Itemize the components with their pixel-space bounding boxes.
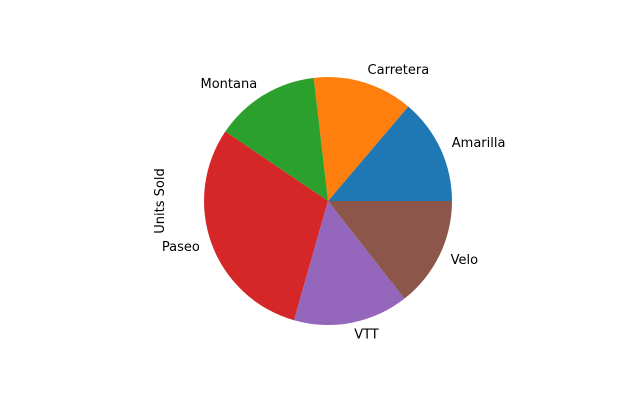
pie-slice-paseo xyxy=(204,131,328,321)
pie-label-montana: Montana xyxy=(200,77,257,92)
pie-slice-vtt xyxy=(294,201,405,325)
pie-slices xyxy=(204,76,452,325)
pie-slice-amarilla xyxy=(328,106,452,201)
pie-label-vtt: VTT xyxy=(354,327,379,342)
pie-slice-montana xyxy=(225,77,328,201)
y-axis-label: Units Sold xyxy=(153,168,168,233)
pie-label-amarilla: Amarilla xyxy=(452,136,506,151)
pie-label-carretera: Carretera xyxy=(368,63,430,78)
pie-slice-carretera xyxy=(313,76,409,201)
pie-label-velo: Velo xyxy=(451,253,478,268)
pie-slice-velo xyxy=(328,201,452,299)
pie-labels: Amarilla Carretera Montana Paseo VTT Velo xyxy=(162,63,506,342)
pie-label-paseo: Paseo xyxy=(162,240,200,255)
